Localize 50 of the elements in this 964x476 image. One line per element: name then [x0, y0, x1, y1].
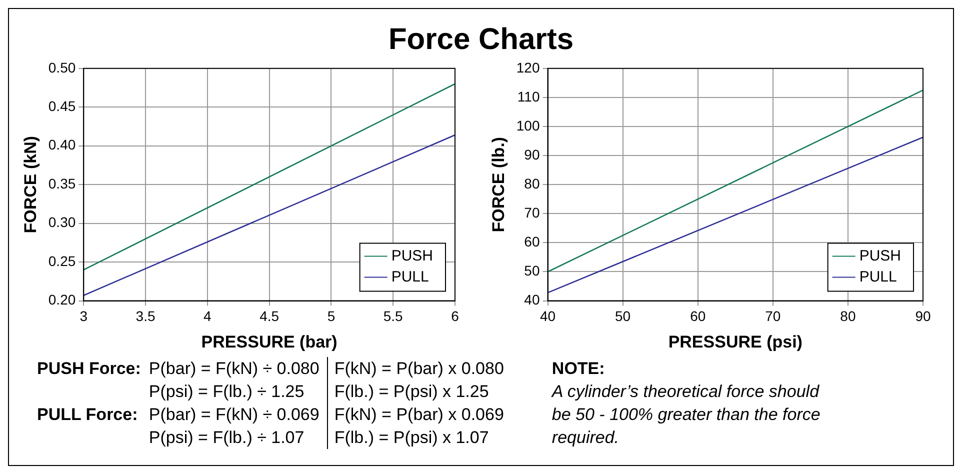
text: F(kN) = P(bar) x 0.080	[334, 359, 504, 378]
y-tick-label: 110	[517, 88, 540, 104]
x-axis-title: PRESSURE (psi)	[668, 332, 802, 352]
legend-label: PUSH	[391, 247, 434, 264]
text: A cylinder’s theoretical force should be 50 - 100% greater than the force required.	[552, 381, 822, 449]
y-tick-label: 90	[524, 146, 540, 162]
y-tick-label: 0.50	[48, 59, 76, 76]
x-tick-label: 3	[80, 308, 88, 324]
x-axis-title: PRESSURE (bar)	[201, 332, 338, 352]
text: P(psi) = F(lb.) ÷ 1.25	[148, 382, 304, 401]
legend-label: PULL	[859, 268, 897, 286]
text: F(kN) = P(bar) x 0.069	[334, 405, 504, 424]
y-axis-title: FORCE (kN)	[20, 136, 40, 234]
text: PULL Force:	[37, 405, 138, 424]
x-tick-label: 50	[615, 308, 631, 324]
y-tick-label: 70	[524, 204, 540, 221]
text: PUSH Force:	[37, 359, 141, 378]
x-tick-label: 4	[204, 308, 212, 324]
x-tick-label: 6	[451, 308, 460, 324]
y-tick-label: 0.20	[48, 292, 76, 308]
y-tick-label: 120	[516, 59, 540, 76]
chart-title: Force Charts	[387, 23, 575, 57]
y-axis-title: FORCE (lb.)	[488, 136, 508, 232]
x-tick-label: 70	[765, 308, 781, 324]
text: F(lb.) = P(psi) x 1.07	[334, 428, 489, 447]
x-tick-label: 90	[915, 308, 931, 324]
text: P(bar) = F(kN) ÷ 0.080	[148, 359, 320, 378]
x-tick-label: 80	[840, 308, 856, 324]
y-tick-label: 100	[516, 117, 540, 134]
text: P(psi) = F(lb.) ÷ 1.07	[148, 428, 304, 447]
x-tick-label: 4.5	[260, 308, 280, 324]
legend-label: PUSH	[859, 247, 902, 264]
x-tick-label: 40	[540, 308, 556, 324]
y-tick-label: 0.25	[48, 252, 76, 269]
x-tick-label: 5	[327, 308, 336, 324]
y-tick-label: 0.30	[48, 214, 76, 230]
legend-label: PULL	[391, 268, 429, 286]
y-tick-label: 0.40	[48, 136, 76, 153]
text: F(lb.) = P(psi) x 1.25	[334, 382, 489, 401]
y-tick-label: 50	[524, 262, 540, 279]
x-tick-label: 60	[690, 308, 706, 324]
x-tick-label: 5.5	[383, 308, 404, 324]
x-tick-label: 3.5	[136, 308, 156, 324]
y-tick-label: 60	[524, 234, 540, 250]
y-tick-label: 0.45	[48, 98, 76, 114]
y-tick-label: 40	[524, 292, 540, 308]
text: P(bar) = F(kN) ÷ 0.069	[148, 405, 320, 424]
y-tick-label: 0.35	[48, 175, 76, 192]
y-tick-label: 80	[524, 175, 540, 192]
text: NOTE:	[552, 358, 606, 380]
